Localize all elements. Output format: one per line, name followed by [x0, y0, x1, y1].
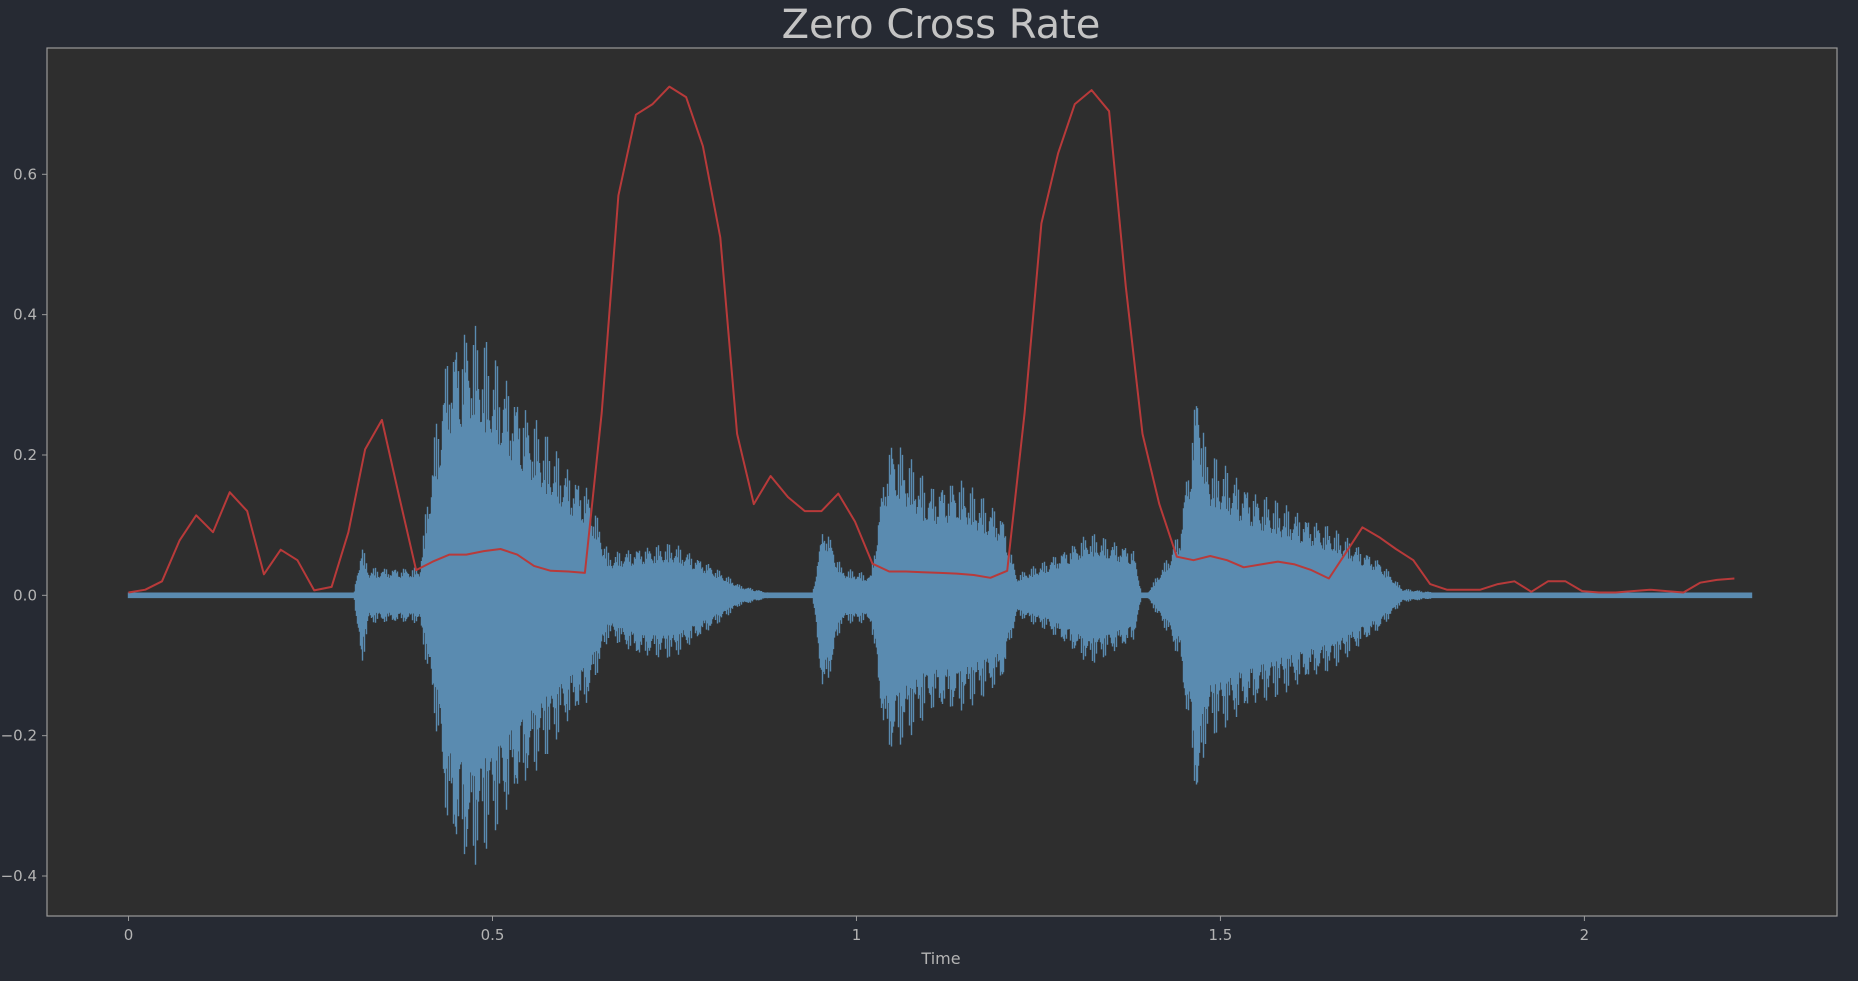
x-axis: 0 0.5 1 1.5 2	[124, 916, 1589, 944]
x-tick-label: 0	[124, 926, 134, 944]
y-tick-label: 0.6	[13, 165, 37, 183]
chart-title: Zero Cross Rate	[782, 2, 1101, 48]
y-tick-label: −0.4	[1, 867, 37, 885]
x-tick-label: 1	[852, 926, 862, 944]
zcr-series-line	[128, 85, 1735, 594]
waveform-layer	[127, 325, 1753, 865]
y-axis: −0.4 −0.2 0.0 0.2 0.4 0.6	[1, 165, 47, 885]
y-tick-label: 0.2	[13, 446, 37, 464]
x-tick-label: 0.5	[481, 926, 505, 944]
x-tick-label: 1.5	[1209, 926, 1233, 944]
x-tick-label: 2	[1580, 926, 1590, 944]
y-tick-label: 0.0	[13, 586, 37, 604]
x-axis-label: Time	[920, 949, 960, 968]
zcr-line-layer	[128, 85, 1735, 594]
plot-area	[46, 47, 1838, 917]
y-tick-label: −0.2	[1, 727, 37, 745]
y-tick-label: 0.4	[13, 306, 37, 324]
